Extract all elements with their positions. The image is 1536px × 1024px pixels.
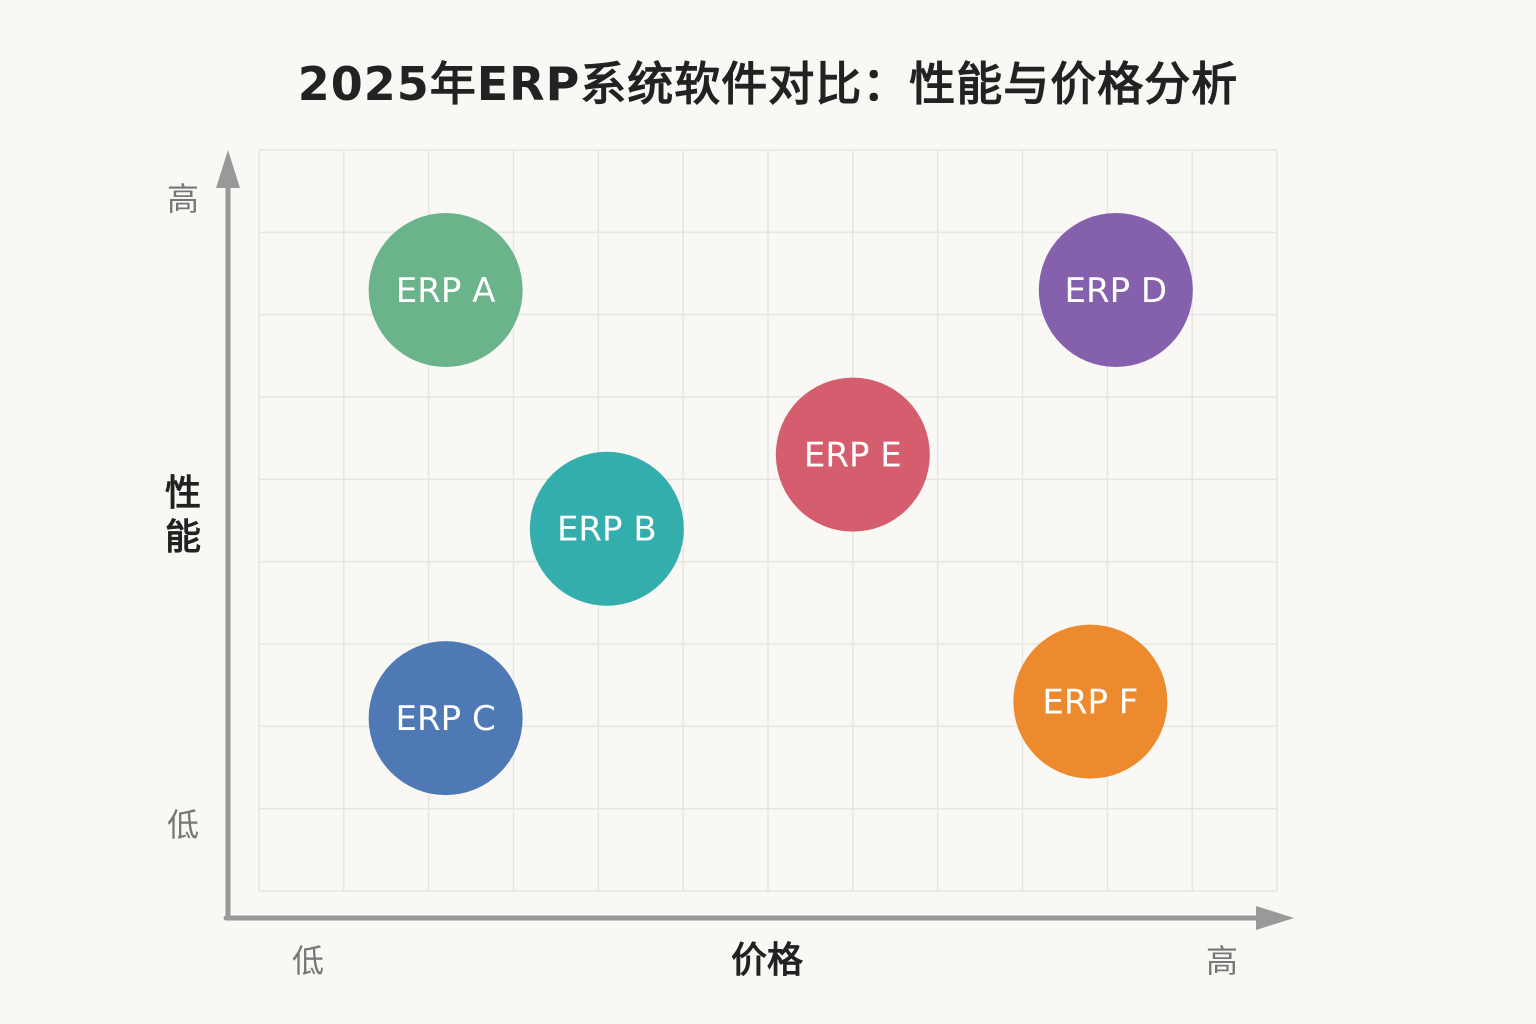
data-point-label: ERP A: [396, 271, 496, 311]
y-axis-high-label: 高: [167, 180, 199, 218]
y-axis-low-label: 低: [167, 806, 199, 844]
y-axis-title: 性能: [165, 473, 201, 558]
x-axis-title: 价格: [731, 940, 804, 981]
data-point: [368, 212, 523, 367]
data-points: ERP A ERP B ERP C ERP D ERP E ERP F: [368, 212, 1193, 796]
data-point-label: ERP B: [557, 510, 657, 550]
y-axis-arrow: [216, 150, 240, 188]
data-point-label: ERP F: [1042, 683, 1138, 723]
data-point: [775, 377, 930, 532]
data-point: [1013, 624, 1168, 779]
chart-title: 2025年ERP系统软件对比：性能与价格分析: [297, 57, 1239, 111]
x-axis-arrow: [1256, 906, 1294, 930]
data-point-label: ERP C: [396, 699, 496, 739]
data-point: [368, 641, 523, 796]
data-point: [529, 451, 684, 606]
data-point: [1038, 212, 1193, 367]
x-axis-low-label: 低: [292, 942, 324, 980]
x-axis-high-label: 高: [1206, 942, 1238, 980]
data-point-label: ERP E: [804, 436, 902, 476]
data-point-label: ERP D: [1065, 271, 1168, 311]
